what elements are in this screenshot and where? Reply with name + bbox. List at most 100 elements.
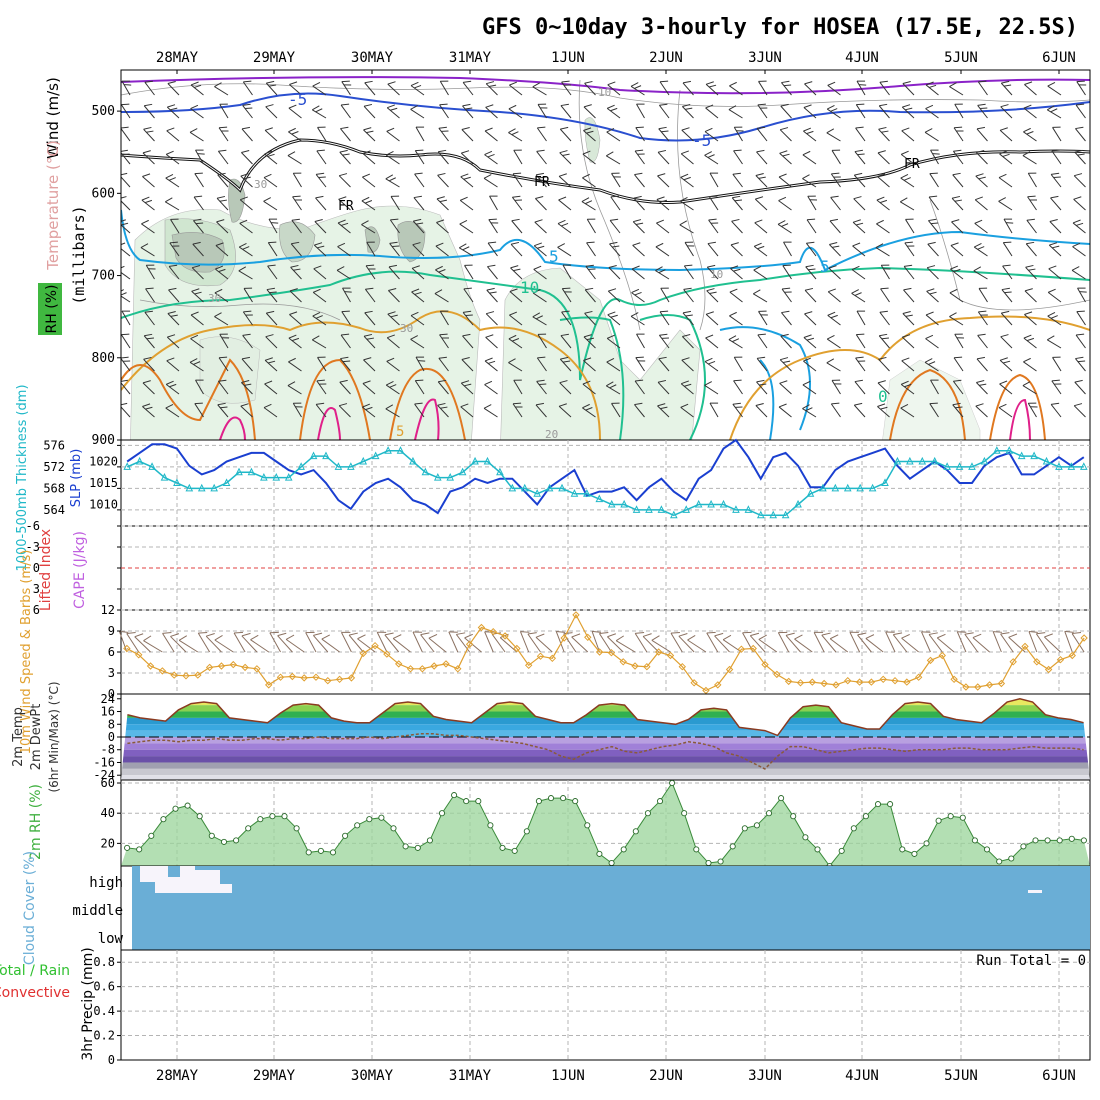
wind-barb bbox=[973, 266, 988, 280]
wind-barb bbox=[144, 310, 155, 326]
wind10m-barb bbox=[162, 631, 175, 653]
y-tick-label: 12 bbox=[101, 603, 115, 617]
wind10m-marker bbox=[288, 672, 297, 681]
wind10m-barb bbox=[143, 635, 163, 653]
wind-barb bbox=[999, 380, 1013, 395]
wind-barb bbox=[265, 80, 278, 96]
wind-barb bbox=[826, 358, 841, 372]
wind-barb bbox=[438, 126, 449, 142]
temp2m-line bbox=[127, 698, 1084, 737]
wind-barb bbox=[729, 311, 743, 326]
wind-barb bbox=[535, 196, 547, 211]
y-tick-label: -8 bbox=[101, 743, 115, 757]
wind-barb bbox=[241, 150, 253, 165]
wind-barb bbox=[608, 265, 621, 280]
wind10m-marker bbox=[1044, 665, 1053, 674]
wind-barb bbox=[1001, 287, 1013, 303]
wind-barb bbox=[264, 357, 278, 372]
wind-barb bbox=[902, 81, 915, 96]
rh2m-marker bbox=[208, 832, 215, 839]
wind-barb bbox=[582, 403, 596, 418]
wind-barb bbox=[317, 126, 327, 142]
wind10m-barb bbox=[233, 631, 246, 653]
thickness-marker bbox=[607, 499, 616, 508]
wind-barb bbox=[803, 334, 817, 349]
wind10m-marker bbox=[855, 678, 864, 686]
wind-barb bbox=[1047, 82, 1062, 96]
wind10m-marker bbox=[714, 681, 722, 689]
wind-barb bbox=[634, 172, 645, 188]
thickness-marker bbox=[197, 483, 206, 492]
wind10m-barb bbox=[901, 633, 919, 653]
rh2m-marker bbox=[729, 843, 736, 850]
wind10m-marker bbox=[300, 674, 308, 682]
rh2m-marker bbox=[172, 805, 179, 812]
wind-barb bbox=[312, 288, 327, 303]
wind-barb bbox=[361, 220, 376, 234]
thickness-marker bbox=[384, 446, 392, 454]
wind-barb bbox=[856, 310, 866, 326]
wind-barb bbox=[757, 333, 768, 349]
wind-barb bbox=[924, 358, 939, 372]
wind-barb bbox=[141, 219, 155, 234]
wind10m-barb bbox=[448, 631, 459, 653]
wind-barb bbox=[508, 334, 523, 349]
wind-barb bbox=[926, 265, 939, 280]
wind-barb bbox=[853, 402, 866, 418]
wind-barb bbox=[165, 404, 180, 418]
wind-barb bbox=[218, 356, 229, 372]
y-tick-label: 568 bbox=[43, 481, 65, 495]
wind-barb bbox=[460, 150, 474, 165]
temp-band bbox=[121, 743, 1090, 750]
wind-barb bbox=[926, 288, 939, 303]
date-label-bottom: 4JUN bbox=[845, 1068, 879, 1084]
wind10m-barb bbox=[535, 633, 553, 653]
thickness-marker bbox=[446, 473, 455, 481]
wind10m-marker bbox=[241, 663, 249, 672]
contour-label: -5 bbox=[692, 131, 711, 150]
rh2m-marker bbox=[1068, 835, 1075, 842]
y-tick-label: -24 bbox=[93, 768, 115, 782]
wind10m-marker bbox=[879, 675, 887, 684]
wind10m-marker bbox=[513, 644, 521, 653]
wind-barb bbox=[781, 310, 792, 326]
thickness-marker bbox=[309, 451, 318, 460]
wind-barb bbox=[582, 380, 596, 395]
wind10m-barb bbox=[849, 631, 861, 653]
thickness-marker bbox=[235, 467, 243, 476]
rh2m-marker bbox=[1008, 855, 1015, 862]
wind10m-marker bbox=[1021, 642, 1029, 651]
wind-barb bbox=[410, 81, 425, 96]
y-tick-label: 6 bbox=[33, 603, 40, 617]
wind10m-marker bbox=[643, 662, 651, 671]
wind-barb bbox=[928, 195, 939, 211]
rh2m-marker bbox=[669, 779, 676, 787]
wind-barb bbox=[141, 196, 155, 211]
wind-barb bbox=[460, 403, 474, 418]
y-tick-label: 900 bbox=[92, 433, 115, 448]
wind-barb bbox=[412, 242, 425, 257]
wind-barb bbox=[925, 334, 939, 349]
wind-barb bbox=[976, 150, 988, 165]
wind-barb bbox=[607, 288, 621, 303]
wind-barb bbox=[437, 149, 449, 165]
y-tick-label: 3 bbox=[108, 666, 115, 680]
thickness-markers bbox=[123, 446, 1088, 519]
wind-barb bbox=[559, 380, 572, 395]
thickness-marker bbox=[421, 467, 430, 476]
wind-barb bbox=[535, 172, 547, 188]
wind-barb bbox=[1024, 288, 1037, 303]
wind-barb bbox=[583, 127, 596, 142]
thickness-marker bbox=[769, 510, 778, 519]
wind-barb bbox=[121, 265, 131, 280]
date-label-top: 2JUN bbox=[649, 50, 683, 66]
wind-barb bbox=[877, 403, 890, 418]
rh2m-area bbox=[121, 783, 1090, 866]
rh2m-marker bbox=[329, 849, 337, 856]
wind10m-marker bbox=[938, 651, 946, 660]
wind10m-barb bbox=[857, 632, 872, 653]
date-label-top: 1JUN bbox=[551, 50, 585, 66]
wind-barb bbox=[145, 287, 155, 303]
wind-barb bbox=[267, 241, 278, 257]
wind-barb bbox=[217, 402, 229, 418]
